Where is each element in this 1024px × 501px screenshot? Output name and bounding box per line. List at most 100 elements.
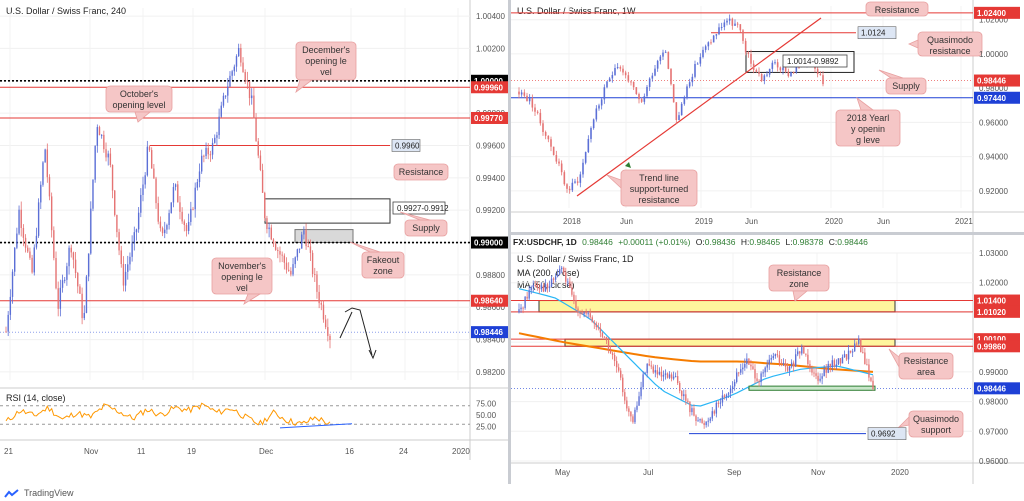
candle-body	[750, 364, 752, 367]
svg-text:opening le: opening le	[305, 56, 347, 66]
candle-body	[866, 364, 868, 366]
candle-body	[619, 67, 622, 69]
y-tick-label: 0.98400	[476, 336, 505, 345]
candle-body	[534, 285, 536, 287]
candle-body	[740, 369, 742, 373]
candle-body	[654, 370, 657, 373]
chart-1d-last: 0.98446	[582, 237, 613, 247]
candle-body	[40, 184, 42, 203]
candle-body	[719, 402, 722, 404]
svg-text:g leve: g leve	[856, 135, 880, 145]
y-tick-label: 0.96000	[979, 118, 1008, 127]
candle-body	[542, 123, 544, 133]
candle-body	[827, 363, 829, 373]
candle-body	[651, 75, 654, 79]
price-level-tag	[471, 111, 508, 124]
candle-body	[142, 184, 144, 195]
rsi-trendline	[279, 423, 353, 429]
candle-body	[782, 67, 784, 71]
tradingview-footer[interactable]: TradingView	[4, 486, 74, 500]
candle-body	[261, 169, 264, 193]
candle-body	[760, 73, 763, 81]
candle-body	[659, 56, 662, 61]
candle-body	[322, 304, 325, 320]
rsi-tick: 25.00	[476, 423, 497, 432]
candle-body	[611, 75, 614, 79]
candle-body	[835, 364, 838, 367]
chart-4h-panel[interactable]: U.S. Dollar / Swiss Franc, 240 0.9927-0.…	[0, 0, 508, 484]
svg-text:FX:USDCHF, 1D 0.98446: FX:USDCHF, 1D 0.98446 +0.00011 (+0.01%) …	[513, 237, 868, 247]
candle-body	[664, 373, 667, 375]
candle-body	[18, 209, 20, 234]
candle-body	[561, 267, 563, 270]
candle-body	[536, 285, 539, 288]
candle-body	[797, 351, 799, 355]
chart-1w-title: U.S. Dollar / Swiss Franc, 1W	[517, 6, 636, 16]
candle-body	[646, 363, 648, 373]
y-tick-label: 0.97000	[979, 427, 1008, 436]
y-tick-label: 1.02000	[979, 16, 1008, 25]
candle-body	[196, 182, 199, 188]
candle-body	[7, 314, 9, 332]
candle-body	[799, 351, 801, 354]
candle-body	[702, 49, 704, 58]
candle-body	[255, 118, 257, 142]
candle-body	[622, 377, 624, 393]
candle-body	[179, 202, 181, 212]
candle-body	[55, 258, 57, 289]
candle-body	[764, 367, 766, 373]
candle-body	[64, 279, 66, 281]
candle-body	[85, 276, 88, 313]
candle-body	[825, 369, 827, 373]
candle-body	[565, 272, 567, 282]
chart-4h-svg: U.S. Dollar / Swiss Franc, 240 0.9927-0.…	[0, 0, 508, 460]
horizontal-divider[interactable]	[511, 232, 1024, 235]
candle-body	[203, 155, 205, 157]
candle-body	[707, 42, 710, 47]
candle-body	[784, 67, 787, 72]
candle-body	[632, 81, 635, 88]
candle-body	[617, 367, 620, 371]
candle-body	[105, 149, 107, 158]
candle-body	[116, 214, 118, 233]
candle-body	[279, 251, 281, 255]
chart-1d-panel[interactable]: FX:USDCHF, 1D 0.98446 +0.00011 (+0.01%) …	[511, 235, 1024, 484]
candle-body	[558, 161, 560, 164]
candle-body	[679, 383, 681, 391]
vertical-divider[interactable]	[508, 0, 511, 484]
candle-body	[809, 364, 811, 369]
candle-body	[762, 372, 764, 374]
candle-body	[5, 331, 7, 333]
candle-body	[185, 224, 188, 231]
annotation-callout: Resistance	[393, 163, 449, 181]
price-level-label: 0.99000	[474, 239, 503, 248]
y-tick-label: 1.00400	[476, 12, 505, 21]
candle-body	[589, 313, 591, 318]
zone-label-box	[392, 201, 446, 215]
x-tick-label: 24	[399, 447, 408, 456]
chart-1d-title: U.S. Dollar / Swiss Franc, 1D	[517, 254, 634, 264]
svg-text:Supply: Supply	[892, 81, 920, 91]
candle-body	[784, 362, 787, 367]
candle-body	[66, 266, 68, 280]
candle-body	[218, 116, 220, 136]
candle-body	[548, 286, 551, 289]
candle-body	[658, 371, 661, 375]
svg-text:Supply: Supply	[412, 223, 440, 233]
chart-1d-high: 0.98465	[749, 237, 780, 247]
candle-body	[693, 408, 695, 416]
zone-rect	[538, 300, 896, 313]
candle-body	[758, 380, 760, 383]
candle-body	[849, 350, 852, 353]
candle-body	[296, 249, 299, 258]
candle-body	[573, 294, 575, 301]
candle-body	[31, 257, 33, 273]
candle-body	[309, 246, 312, 253]
candle-body	[792, 71, 795, 73]
chart-1w-panel[interactable]: U.S. Dollar / Swiss Franc, 1W 1.0014-0.9…	[511, 0, 1024, 232]
candle-body	[733, 382, 736, 387]
candle-body	[725, 394, 728, 398]
